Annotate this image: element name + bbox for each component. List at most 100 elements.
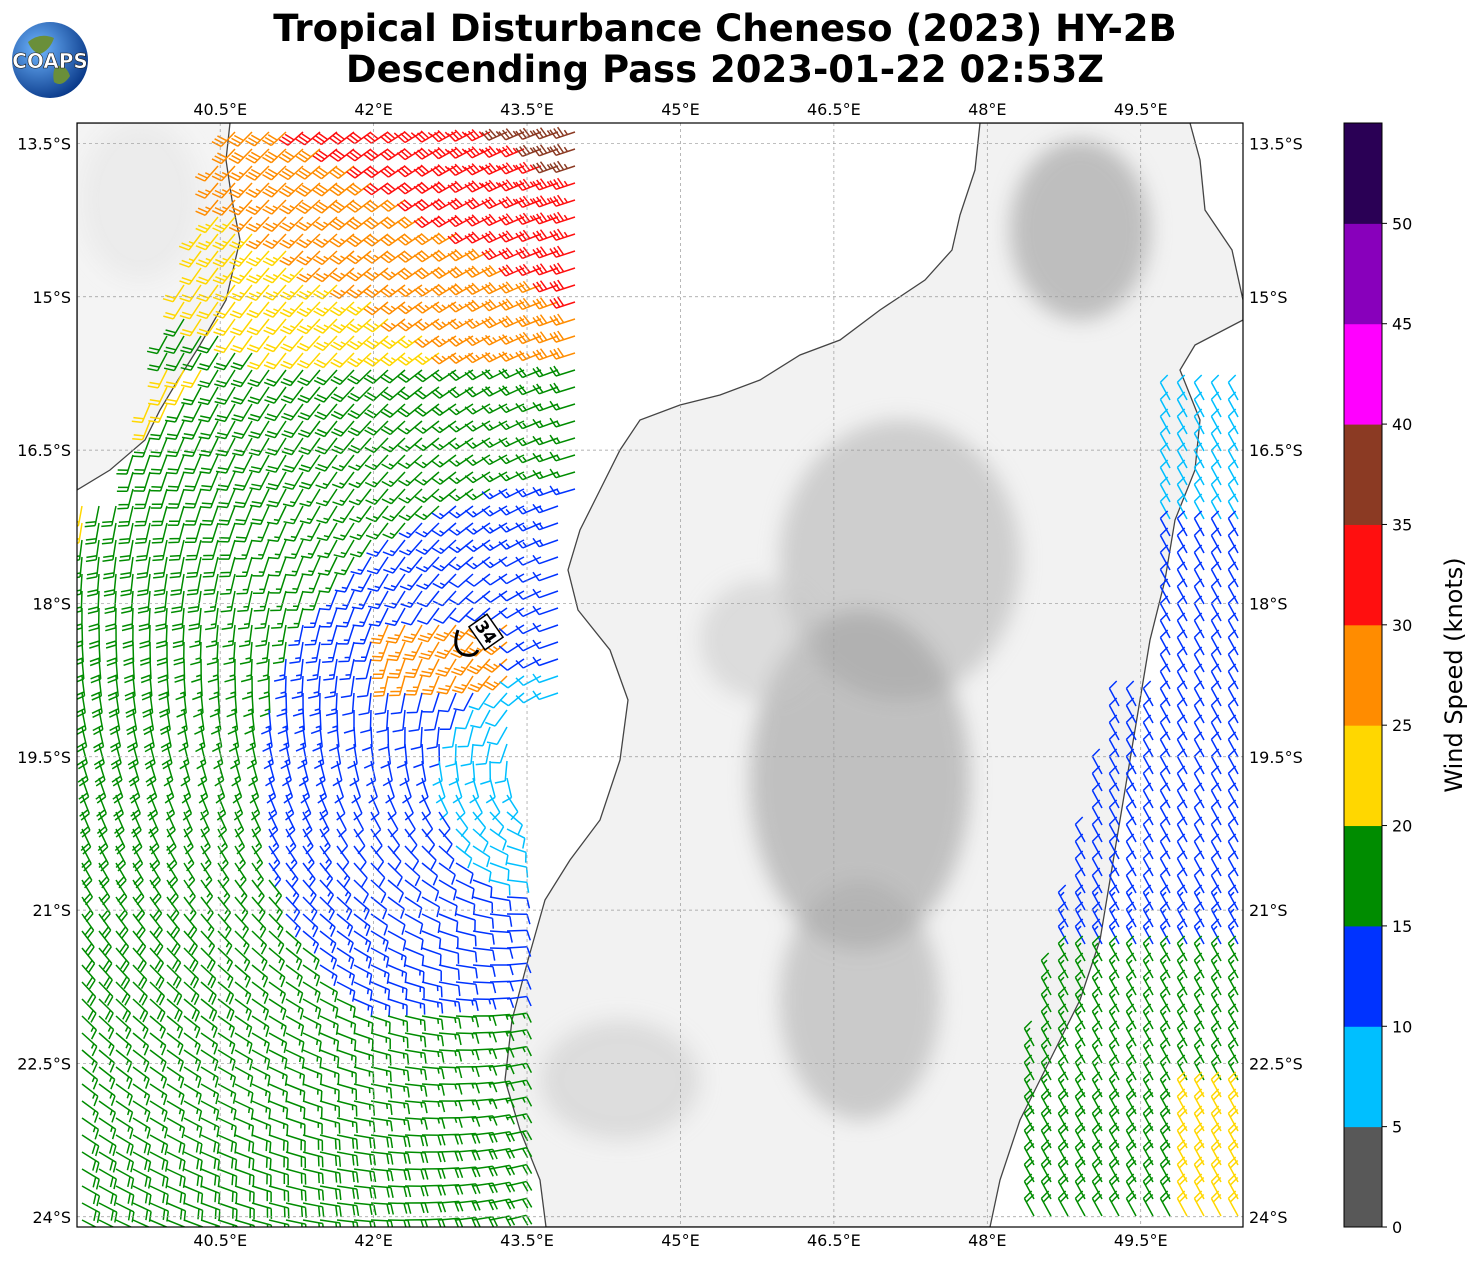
- wind-barb: [353, 1185, 377, 1199]
- wind-barb: [1210, 544, 1222, 571]
- wind-barb: [1108, 986, 1120, 1013]
- wind-barb: [370, 964, 390, 985]
- wind-barb: [132, 1134, 152, 1156]
- wind-barb: [1227, 459, 1239, 486]
- wind-barb: [166, 1151, 186, 1172]
- wind-barb: [381, 454, 406, 470]
- wind-barb: [549, 400, 576, 411]
- wind-barb: [296, 301, 321, 318]
- wind-barb: [1159, 765, 1171, 792]
- wind-barb: [149, 1015, 166, 1039]
- wind-barb: [1210, 595, 1222, 622]
- wind-barb: [515, 280, 542, 294]
- wind-barb: [515, 161, 542, 174]
- wind-barb: [506, 979, 532, 990]
- wind-barb: [1159, 1190, 1171, 1217]
- wind-barb: [79, 811, 91, 838]
- wind-barb: [294, 709, 306, 735]
- wind-barb: [421, 1134, 446, 1146]
- wind-barb: [200, 1100, 220, 1121]
- wind-barb: [98, 1083, 116, 1107]
- wind-barb: [202, 556, 219, 578]
- wind-barb: [1159, 1003, 1171, 1030]
- wind-barb: [370, 1083, 393, 1099]
- lon-tick-label-bottom: 43.5°E: [500, 1231, 554, 1250]
- wind-barb: [489, 896, 512, 911]
- wind-barb: [279, 301, 304, 318]
- wind-barb: [115, 1032, 132, 1056]
- wind-barb: [498, 368, 525, 379]
- wind-barb: [153, 556, 168, 579]
- wind-barb: [396, 199, 423, 212]
- wind-barb: [1227, 595, 1239, 622]
- wind-barb: [1176, 765, 1188, 792]
- wind-barb: [1227, 816, 1239, 843]
- wind-barb: [316, 522, 338, 542]
- wind-barb: [217, 505, 236, 526]
- wind-barb: [515, 195, 542, 208]
- wind-barb: [115, 930, 130, 956]
- wind-barb: [506, 962, 532, 974]
- wind-barb: [387, 1117, 411, 1131]
- wind-barb: [238, 607, 253, 630]
- wind-barb: [1176, 969, 1188, 996]
- wind-barb: [183, 913, 198, 939]
- wind-barb: [178, 726, 189, 753]
- wind-barb: [1176, 578, 1188, 605]
- wind-barb: [268, 1151, 289, 1169]
- wind-barb: [489, 1164, 516, 1176]
- wind-barb: [200, 1117, 220, 1138]
- wind-barb: [464, 488, 491, 501]
- wind-barb: [472, 1048, 498, 1060]
- wind-barb: [1227, 408, 1239, 435]
- wind-barb: [268, 862, 282, 888]
- wind-barb: [1057, 918, 1069, 945]
- wind-barb: [421, 794, 432, 821]
- wind-barb: [1142, 748, 1154, 775]
- wind-barb: [166, 879, 179, 906]
- wind-barb: [1227, 782, 1239, 809]
- wind-barb: [232, 471, 253, 491]
- wind-barb: [532, 639, 559, 650]
- wind-barb: [1040, 952, 1052, 979]
- wind-barb: [1227, 1003, 1239, 1030]
- wind-barb: [1074, 1054, 1086, 1081]
- wind-barb: [84, 505, 100, 528]
- wind-barb: [319, 794, 329, 821]
- wind-barb: [1040, 1190, 1052, 1217]
- wind-barb: [421, 845, 437, 870]
- wind-barb: [302, 1117, 323, 1135]
- wind-barb: [532, 229, 559, 242]
- wind-barb: [387, 1049, 410, 1065]
- wind-barb: [413, 130, 440, 143]
- wind-barb: [256, 641, 270, 665]
- wind-barb: [319, 811, 330, 838]
- wind-barb: [1142, 935, 1154, 962]
- wind-barb: [1193, 731, 1205, 758]
- wind-barb: [413, 335, 440, 349]
- wind-barb: [319, 1151, 342, 1167]
- wind-barb: [430, 403, 457, 417]
- wind-barb: [114, 828, 126, 855]
- wind-barb: [1091, 850, 1103, 877]
- wind-barb: [353, 930, 372, 953]
- wind-barb: [312, 182, 338, 197]
- wind-barb: [438, 1015, 462, 1029]
- wind-barb: [431, 420, 457, 434]
- wind-barb: [281, 420, 304, 439]
- wind-barb: [532, 537, 559, 548]
- wind-barb: [1193, 714, 1205, 741]
- wind-barb: [319, 1100, 340, 1118]
- wind-barb: [338, 641, 355, 663]
- wind-barb: [213, 318, 236, 337]
- wind-barb: [1210, 748, 1222, 775]
- wind-barb: [438, 913, 459, 932]
- wind-barb: [404, 1015, 426, 1031]
- wind-barb: [498, 179, 525, 192]
- wind-barb: [370, 1202, 395, 1215]
- wind-barb: [231, 420, 253, 440]
- lat-tick-label-left: 21°S: [32, 901, 71, 920]
- wind-barb: [248, 420, 270, 439]
- wind-barb: [234, 1049, 254, 1071]
- wind-barb: [181, 386, 202, 406]
